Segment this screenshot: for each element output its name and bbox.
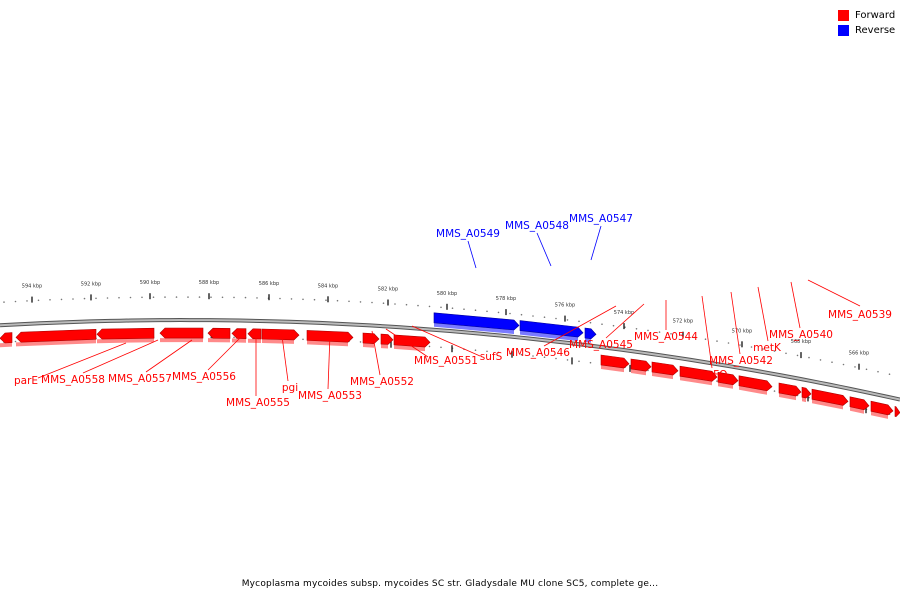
gene-arrow-forward-12 — [600, 354, 630, 373]
scale-label: 572 kbp — [673, 319, 693, 325]
gene-label-MMS_A0547: MMS_A0547 — [569, 213, 633, 225]
gene-arrow-forward-14 — [651, 361, 679, 380]
gene-arrow-forward-18 — [778, 382, 802, 401]
gene-label-metK: metK — [753, 342, 782, 354]
forward-swatch — [838, 10, 849, 21]
gene-label-MMS_A0548-leader — [536, 232, 552, 267]
gene-label-MMS_A0553-leader — [327, 333, 331, 390]
gene-arrow-forward-7 — [261, 328, 300, 344]
gene-arrow-forward-23 — [894, 405, 900, 418]
gene-arrow-forward-22 — [870, 400, 894, 419]
gene-arrow-forward-9 — [362, 332, 380, 348]
gene-arrow-forward-16 — [717, 371, 739, 389]
gene-arrow-forward-1 — [15, 328, 97, 347]
legend-reverse-label: Reverse — [855, 25, 896, 36]
gene-arrow-forward-5 — [231, 328, 247, 343]
gene-label-MMS_A0540-leader — [790, 281, 801, 329]
gene-label-MMS_A0542: MMS_A0542 — [709, 355, 773, 367]
scale-label: 570 kbp — [732, 328, 752, 334]
gene-label-trmFO: trmFO — [695, 369, 728, 381]
scale-label: 586 kbp — [259, 281, 279, 287]
scale-label: 592 kbp — [81, 281, 101, 287]
gene-label-MMS_A0552-leader — [371, 330, 381, 376]
scale-label: 578 kbp — [496, 296, 516, 302]
gene-arrow-forward-11 — [393, 334, 431, 352]
gene-arrow-forward-0 — [0, 332, 13, 348]
gene-arrow-MMS_A0549 — [433, 312, 520, 334]
backbone-line — [0, 319, 900, 401]
gene-label-MMS_A0545: MMS_A0545 — [569, 339, 633, 351]
gene-arrow-forward-13 — [630, 358, 652, 376]
gene-arrow-forward-10 — [380, 333, 394, 349]
gene-label-MMS_A0544: MMS_A0544 — [634, 331, 698, 343]
gene-arrow-forward-4 — [207, 327, 231, 343]
scale-label: 582 kbp — [378, 287, 398, 293]
gene-arrow-forward-19 — [801, 386, 812, 403]
scale-label: 574 kbp — [614, 310, 634, 316]
gene-label-MMS_A0548: MMS_A0548 — [505, 220, 569, 232]
legend: Forward Reverse — [838, 8, 895, 38]
gene-label-parE: parE — [14, 375, 38, 387]
gene-label-MMS_A0557-leader — [145, 339, 193, 373]
gene-label-MMS_A0539: MMS_A0539 — [828, 309, 892, 321]
legend-item-reverse[interactable]: Reverse — [838, 23, 895, 38]
legend-forward-label: Forward — [855, 10, 896, 21]
gene-label-MMS_A0549: MMS_A0549 — [436, 228, 500, 240]
gene-arrow-forward-6 — [247, 328, 262, 343]
gene-label-MMS_A0558: MMS_A0558 — [41, 374, 105, 386]
gene-label-MMS_A0546-leader — [543, 305, 617, 347]
gene-label-MMS_A0551: MMS_A0551 — [414, 355, 478, 367]
gene-label-MMS_A0555: MMS_A0555 — [226, 397, 290, 409]
scale-label: 576 kbp — [555, 303, 575, 309]
legend-item-forward[interactable]: Forward — [838, 8, 895, 23]
gene-label-MMS_A0551-leader — [385, 328, 429, 358]
gene-arrow-forward-3 — [159, 327, 204, 343]
gene-arrow-forward-15 — [679, 365, 718, 386]
gene-label-MMS_A0553: MMS_A0553 — [298, 390, 362, 402]
gene-arrow-forward-20 — [811, 388, 849, 410]
scale-label: 566 kbp — [849, 351, 869, 357]
gene-label-MMS_A0558-leader — [82, 339, 159, 374]
gene-label-MMS_A0549-leader — [467, 240, 477, 269]
scale-label: 590 kbp — [140, 280, 160, 286]
gene-arrow-forward-2 — [96, 327, 155, 344]
gene-label-MMS_A0542-leader — [730, 291, 741, 355]
gene-arrow-forward-21 — [849, 396, 870, 414]
gene-label-MMS_A0557: MMS_A0557 — [108, 373, 172, 385]
gene-label-sufS: sufS — [480, 351, 503, 363]
gene-label-MMS_A0547-leader — [590, 225, 602, 261]
scale-label: 568 kbp — [791, 339, 811, 345]
gene-label-pgi-leader — [281, 335, 289, 382]
gene-label-parE-leader — [37, 342, 127, 379]
gene-arrow-MMS_A0547 — [584, 327, 597, 343]
gene-label-sufS-leader — [411, 325, 481, 357]
gene-label-MMS_A0540: MMS_A0540 — [769, 329, 833, 341]
gene-arrow-forward-17 — [738, 375, 773, 395]
gene-label-MMS_A0556: MMS_A0556 — [172, 371, 236, 383]
scale-label: 580 kbp — [437, 291, 457, 297]
scale-label: 594 kbp — [22, 284, 42, 290]
map-caption: Mycoplasma mycoides subsp. mycoides SC s… — [241, 579, 659, 589]
scale-label: 584 kbp — [318, 283, 338, 289]
gene-label-metK-leader — [757, 286, 769, 342]
gene-label-trmFO-leader — [701, 295, 713, 369]
gene-label-MMS_A0556-leader — [207, 337, 241, 371]
scale-label: 588 kbp — [199, 280, 219, 286]
gene-label-MMS_A0545-leader — [605, 303, 645, 339]
gene-label-MMS_A0539-leader — [807, 279, 861, 307]
gene-label-pgi: pgi — [282, 382, 298, 394]
gene-label-MMS_A0552: MMS_A0552 — [350, 376, 414, 388]
reverse-swatch — [838, 25, 849, 36]
gene-label-MMS_A0546: MMS_A0546 — [506, 347, 570, 359]
scale-dots-upper — [3, 296, 891, 376]
